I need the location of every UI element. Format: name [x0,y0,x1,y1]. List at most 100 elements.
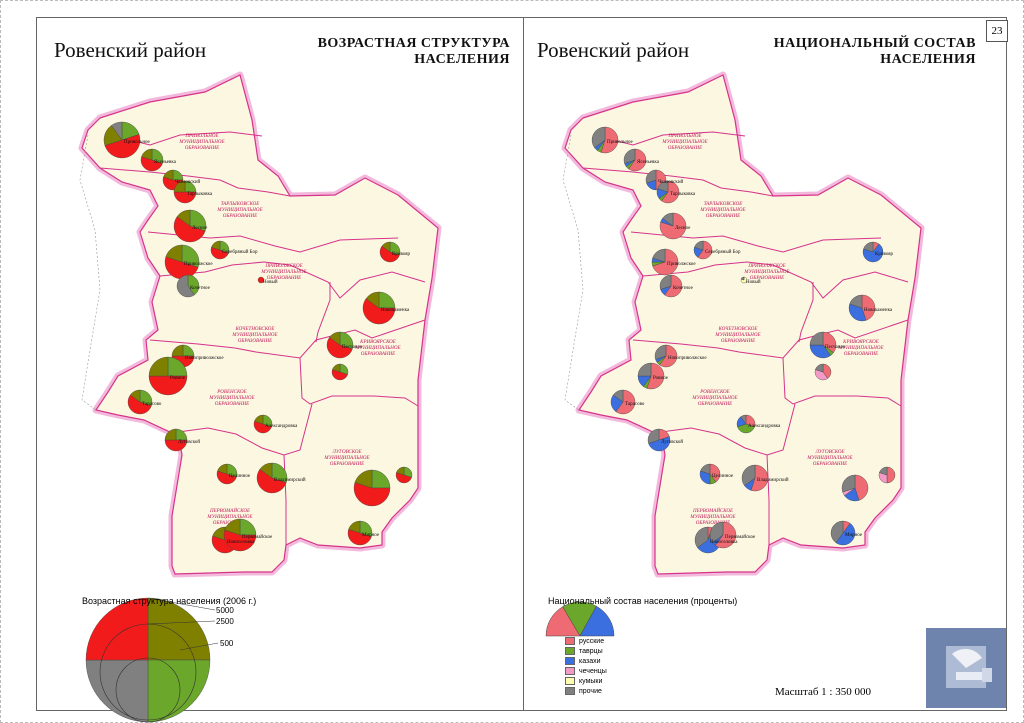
age-pie [353,469,391,507]
settlement-label: Ясеньевка [154,160,177,165]
settlement-label: Лесное [192,226,208,231]
legend-swatch [565,657,575,665]
pie-slice [211,240,221,251]
pie-slice [216,470,237,485]
nationality-pie [623,148,647,172]
legend-swatch [565,677,575,685]
pie-slice [173,180,186,193]
pie-slice [332,363,341,373]
pie-slice [111,121,123,141]
municipality-label: ОБРАЗОВАНИЕ [721,339,755,344]
nationality-pie [637,362,665,390]
nationality-pie [830,520,856,546]
pie-slice [835,523,856,546]
nationality-legend-item: таврцы [565,647,603,655]
nationality-pie [736,414,756,434]
nationality-pie [656,180,680,204]
municipal-boundary [630,231,882,253]
nationality-map: ПРИВОЛЬНОЕМУНИЦИПАЛЬНОЕОБРАЗОВАНИЕТАРЛЫК… [561,71,925,578]
municipality-label: ОБРАЗОВАНИЕ [750,276,784,281]
pie-slice [85,659,149,723]
settlement-label: Целинное [229,474,251,479]
municipal-boundary [177,403,313,456]
pie-slice [326,337,353,359]
pie-slice [822,363,832,379]
left-heading-line1: ВОЗРАСТНАЯ СТРУКТУРА [317,36,510,51]
pie-slice [637,362,652,377]
nationality-pie [654,344,678,368]
pie-slice [814,369,828,381]
left-region-title: Ровенский район [54,38,207,62]
nationality-pie [848,294,876,322]
pie-slice [256,468,287,494]
pie-slice [709,521,724,543]
nationality-pie [659,212,687,240]
municipality-label: ЛУГОВСКОЕ [331,450,361,455]
river-bank-line [79,134,101,411]
pie-slice [362,298,396,325]
pie-slice [104,134,141,159]
age-pie [257,276,265,284]
municipality-label: ОБРАЗОВАНИЕ [813,462,847,467]
pie-slice [662,212,674,227]
settlement-label: Серебряный Бор [705,250,741,255]
pie-slice [181,244,200,268]
settlement-label: Целинное [712,474,734,479]
age-legend-leader [147,620,216,625]
pie-slice [271,462,288,483]
district-outline [81,74,439,575]
age-legend-leader [179,642,219,651]
district-outline [564,74,922,575]
pie-slice [661,180,680,204]
page-number: 23 [986,20,1008,42]
municipality-label: МУНИЦИПАЛЬНОЕ [691,396,737,401]
pie-slice [830,520,844,543]
municipality-label: ОБРАЗОВАНИЕ [706,214,740,219]
pie-slice [623,148,636,164]
pie-slice [861,294,876,321]
municipality-label: МУНИЦИПАЛЬНОЕ [689,515,735,520]
municipal-boundary [582,167,774,197]
municipality-label: МУНИЦИПАЛЬНОЕ [231,333,277,338]
municipality-label: МУНИЦИПАЛЬНОЕ [699,208,745,213]
legend-label: кумыки [579,677,603,685]
pie-slice [664,274,683,298]
age-pie [148,356,188,396]
pie-slice [815,363,824,373]
age-legend-scale-500: 500 [220,639,234,648]
pie-slice [148,356,169,377]
municipality-label: ОБРАЗОВАНИЕ [223,214,257,219]
nationality-legend-item: прочие [565,687,602,695]
right-heading-line2: НАСЕЛЕНИЯ [880,52,976,67]
age-pie [164,428,188,452]
age-legend-leader [147,597,216,611]
legend-label: чеченцы [579,667,607,675]
pie-slice [210,246,229,260]
pie-slice [809,331,824,346]
settlement-label: Кочетное [190,286,211,291]
municipality-label: ПЕРВОМАЙСКОЕ [692,507,733,514]
municipality-label: ОБРАЗОВАНИЕ [185,146,219,151]
pie-slice [217,463,228,475]
municipality-label: МУНИЦИПАЛЬНОЕ [206,515,252,520]
nationality-pie [709,521,737,549]
settlement-label: Кривояр [875,252,894,257]
municipality-label: МУНИЦИПАЛЬНОЕ [837,346,883,351]
nationality-legend-item: казахи [565,657,601,665]
settlement-label: Приволжское [184,262,213,267]
age-pie [256,462,288,494]
nationality-pie [693,240,713,260]
pie-slice [862,243,884,263]
municipality-label: МУНИЦИПАЛЬНОЕ [178,140,224,145]
municipality-label: ОБРАЗОВАНИЕ [696,521,730,526]
age-legend-symbol [85,597,219,723]
pie-slice [171,344,184,357]
age-pie [347,520,373,546]
settlement-label: Привольное [607,140,634,145]
pie-slice [659,344,678,368]
pie-slice [259,462,273,479]
pie-slice [187,274,200,296]
settlement-label: Песчаное [825,345,846,350]
municipality-label: МУНИЦИПАЛЬНОЕ [216,208,262,213]
pie-slice [740,414,747,425]
